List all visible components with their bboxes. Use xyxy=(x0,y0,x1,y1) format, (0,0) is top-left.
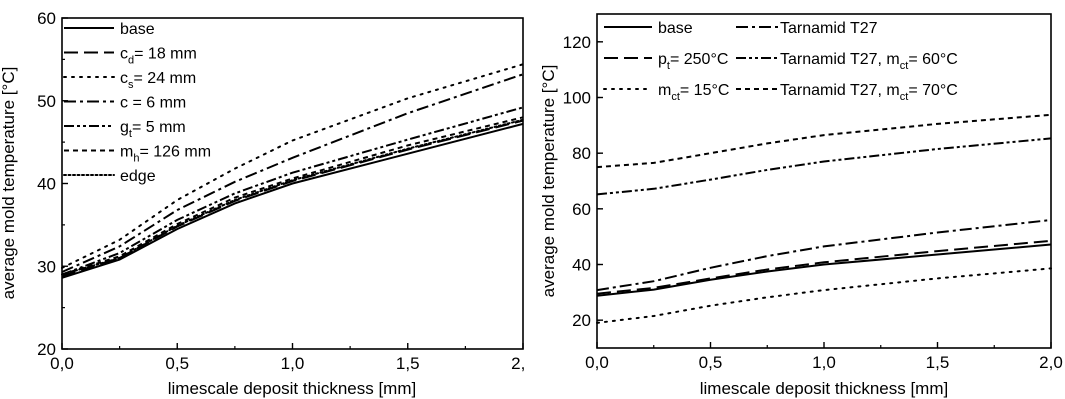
left-y-tick-label: 60 xyxy=(37,9,56,28)
right-x-tick-label: 2,0 xyxy=(1039,353,1063,372)
right-x-tick-label: 0,0 xyxy=(585,353,609,372)
left-series-line-3 xyxy=(61,73,524,273)
left-legend-label-2: cs= 24 mm xyxy=(120,70,196,91)
right-series-line-3 xyxy=(596,219,1052,292)
right-x-tick-label: 1,0 xyxy=(812,353,836,372)
right-legend-label-0: base xyxy=(658,20,693,37)
left-legend-label-0: base xyxy=(120,21,155,38)
right-y-axis-label: average mold temperature [°C] xyxy=(539,65,558,298)
left-series-lines xyxy=(61,63,524,279)
right-y-tick-label: 120 xyxy=(563,33,591,52)
right-series-line-5 xyxy=(596,113,1052,169)
right-series-line-1 xyxy=(596,239,1052,295)
right-series-line-2 xyxy=(596,267,1052,324)
left-y-axis-label: average mold temperature [°C] xyxy=(0,67,18,300)
left-series-line-6 xyxy=(61,118,524,276)
right-legend-label-2: mct= 15°C xyxy=(658,82,729,103)
right-legend: base pt= 250°C mct= 15°C Tarnamid T27 Tarnam… xyxy=(603,20,958,103)
left-series-line-5 xyxy=(61,116,524,276)
left-y-tick-label: 40 xyxy=(37,175,56,194)
right-legend-label-4: Tarnamid T27, mct= 60°C xyxy=(780,51,958,72)
right-x-tick-label: 1,5 xyxy=(926,353,950,372)
right-y-tick-label: 60 xyxy=(572,200,591,219)
left-series-line-2 xyxy=(61,63,524,269)
right-series-line-4 xyxy=(596,137,1052,196)
left-legend-label-3: c = 6 mm xyxy=(120,95,186,112)
right-legend-label-1: pt= 250°C xyxy=(658,51,728,72)
right-legend-label-3: Tarnamid T27 xyxy=(780,20,878,37)
left-x-tick-label: 0,0 xyxy=(50,354,74,373)
right-y-tick-label: 80 xyxy=(572,144,591,163)
left-x-tick-label: 1,0 xyxy=(281,354,305,373)
chart-left-mold-temperature: 0,0 0,5 1,0 1,5 2,0 20 30 40 50 60 base cd= 18 mm c… xyxy=(0,9,525,398)
right-x-axis-label: limescale deposit thickness [mm] xyxy=(700,379,948,398)
left-series-line-0 xyxy=(61,122,524,279)
right-x-tick-label: 0,5 xyxy=(699,353,723,372)
right-y-tick-label: 20 xyxy=(572,311,591,330)
right-series-line-0 xyxy=(596,243,1052,297)
left-y-tick-label: 20 xyxy=(37,340,56,359)
right-y-tick-label: 40 xyxy=(572,256,591,275)
left-legend-label-1: cd= 18 mm xyxy=(120,46,197,67)
left-y-tick-label: 30 xyxy=(37,257,56,276)
left-x-axis-label: limescale deposit thickness [mm] xyxy=(168,379,416,398)
left-legend-label-5: mh= 126 mm xyxy=(120,144,211,165)
chart-right-mold-temperature: 0,0 0,5 1,0 1,5 2,0 20 40 60 80 100 120 base pt= 25… xyxy=(539,13,1063,398)
left-x-tick-label: 0,5 xyxy=(165,354,189,373)
left-x-tick-label: 1,5 xyxy=(396,354,420,373)
left-legend-label-6: edge xyxy=(120,168,156,185)
right-legend-label-5: Tarnamid T27, mct= 70°C xyxy=(780,82,958,103)
right-y-tick-label: 100 xyxy=(563,89,591,108)
right-series-lines xyxy=(596,113,1052,324)
left-x-tick-label: 2,0 xyxy=(511,354,525,373)
left-y-tick-label: 50 xyxy=(37,92,56,111)
left-legend: base cd= 18 mm cs= 24 mm c = 6 mm gt= 5 mm mh… xyxy=(63,21,211,185)
left-legend-label-4: gt= 5 mm xyxy=(120,119,186,140)
